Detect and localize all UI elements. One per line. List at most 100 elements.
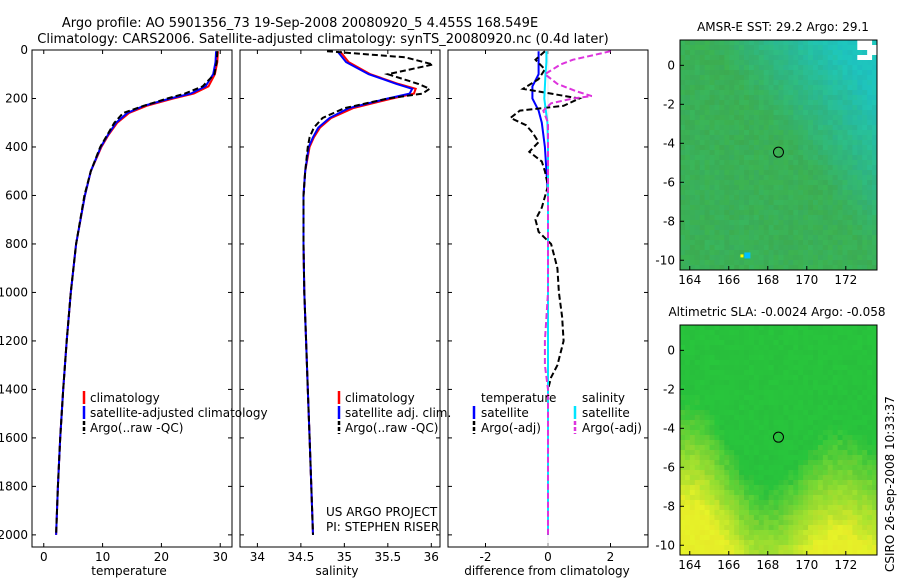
map-cell (684, 230, 691, 236)
map-cell (753, 175, 760, 181)
map-cell (753, 400, 760, 406)
map-cell (817, 265, 824, 271)
map-cell (783, 340, 789, 346)
map-cell (699, 405, 706, 411)
map-cell (734, 70, 740, 76)
map-cell (827, 55, 834, 61)
map-cell (798, 85, 804, 91)
map-cell (783, 370, 789, 376)
map-cell (803, 180, 809, 186)
map-cell (867, 245, 873, 251)
map-cell (837, 505, 843, 511)
map-cell (808, 75, 814, 81)
map-cell (739, 260, 745, 266)
map-cell (729, 135, 735, 141)
map-cell (842, 460, 848, 466)
map-cell (680, 365, 686, 371)
map-cell (734, 405, 740, 411)
map-cell (793, 120, 799, 126)
map-cell (812, 75, 819, 81)
map-cell (837, 375, 843, 381)
map-cell (768, 215, 774, 221)
map-cell (763, 250, 770, 256)
map-cell (758, 355, 765, 361)
map-cell (704, 400, 710, 406)
map-cell (817, 115, 824, 121)
map-cell (793, 335, 799, 341)
map-cell (768, 435, 774, 441)
map-cell (798, 405, 804, 411)
map-cell (744, 360, 750, 366)
map-cell (857, 345, 863, 351)
map-cell (763, 365, 770, 371)
map-cell (862, 375, 868, 381)
map-cell (837, 455, 843, 461)
map-cell (778, 220, 784, 226)
map-cell (684, 170, 691, 176)
map-cell (788, 235, 794, 241)
map-cell (744, 455, 750, 461)
map-cell (704, 410, 710, 416)
map-cell (719, 545, 725, 551)
map-cell (817, 165, 824, 171)
map-cell (689, 155, 696, 161)
map-cell (729, 200, 735, 206)
map-cell (817, 420, 824, 426)
map-cell (783, 550, 789, 556)
map-cell (729, 550, 735, 556)
map-cell (699, 60, 706, 66)
map-cell (763, 205, 770, 211)
map-cell (847, 505, 853, 511)
map-cell (783, 435, 789, 441)
map-cell (704, 490, 710, 496)
map-cell (699, 115, 706, 121)
map-cell (753, 470, 760, 476)
map-cell (763, 260, 770, 266)
map-cell (798, 45, 804, 51)
map-cell (872, 425, 878, 431)
map-cell (862, 45, 868, 51)
map-cell (837, 165, 843, 171)
map-cell (724, 335, 730, 341)
map-cell (744, 165, 750, 171)
map-cell (827, 515, 834, 521)
map-cell (773, 340, 779, 346)
map-cell (793, 360, 799, 366)
map-cell (803, 210, 809, 216)
map-cell (852, 95, 858, 101)
map-cell (852, 190, 858, 196)
map-cell (734, 530, 740, 536)
map-cell (694, 395, 701, 401)
map-cell (729, 70, 735, 76)
map-cell (739, 135, 745, 141)
map-cell (704, 55, 710, 61)
map-cell (832, 110, 838, 116)
map-cell (837, 380, 843, 386)
map-cell (808, 240, 814, 246)
map-cell (758, 245, 765, 251)
map-cell (798, 470, 804, 476)
map-cell (778, 540, 784, 546)
map-cell (832, 80, 838, 86)
map-cell (778, 450, 784, 456)
map-cell (680, 335, 686, 341)
map-cell (867, 155, 873, 161)
map-cell (709, 495, 715, 501)
map-cell (709, 215, 715, 221)
map-cell (739, 150, 745, 156)
map-cell (748, 155, 755, 161)
map-cell (837, 40, 843, 46)
map-cell (812, 395, 819, 401)
map-cell (847, 415, 853, 421)
map-cell (758, 110, 765, 116)
map-cell (793, 110, 799, 116)
map-cell (872, 465, 878, 471)
map-cell (768, 90, 774, 96)
map-cell (847, 65, 853, 71)
map-cell (817, 335, 824, 341)
map-cell (798, 265, 804, 271)
map-cell (803, 75, 809, 81)
map-cell (684, 430, 691, 436)
map-cell (822, 335, 829, 341)
